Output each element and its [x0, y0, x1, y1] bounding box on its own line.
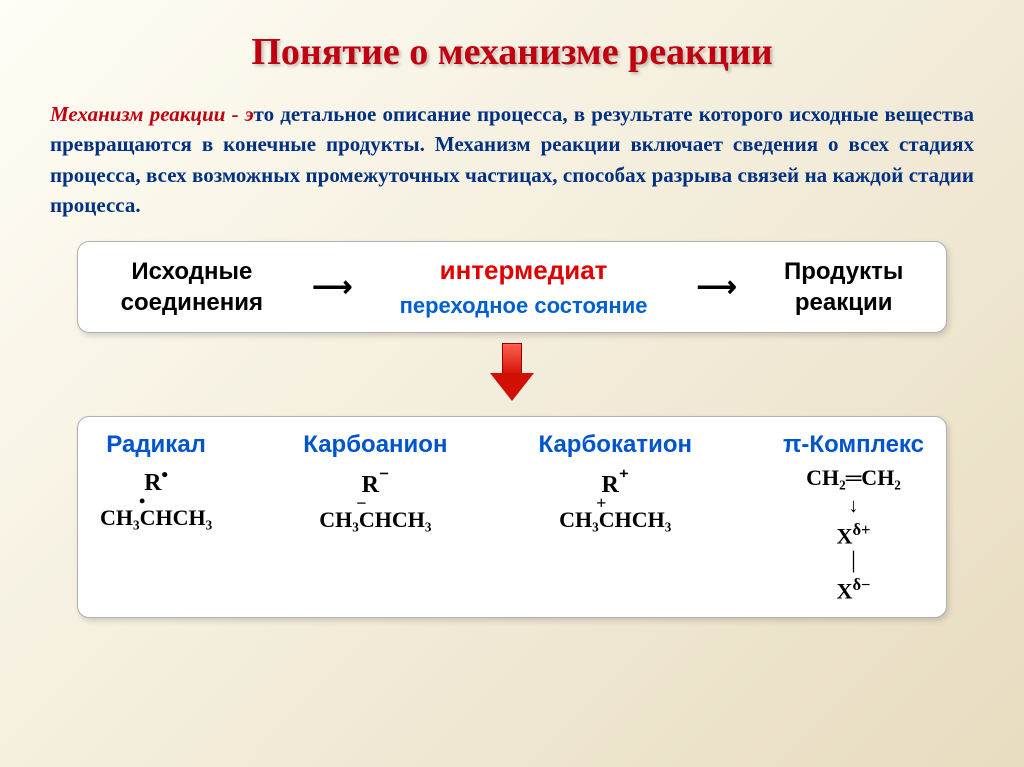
scheme1-right-top: Продукты [784, 256, 903, 287]
pi-line1: CH₂═CH₂ [783, 465, 924, 491]
term-name: Механизм реакции [50, 102, 225, 126]
species-pi-complex: π-Комплекс CH₂═CH₂ ↓ Xδ+ │ Xδ− [783, 431, 924, 606]
scheme1-left-bottom: соединения [121, 287, 263, 318]
scheme1-center: интермедиат переходное состояние [400, 254, 648, 320]
big-red-arrow-wrap [50, 343, 974, 408]
species-radical: Радикал R• • CH₃CHCH₃ [100, 431, 212, 606]
scheme1-arrow2: ⟶ [697, 270, 735, 303]
species-name: Радикал [100, 431, 212, 459]
scheme1-left: Исходные соединения [121, 256, 263, 318]
pi-arrow-icon: ↓ [783, 494, 924, 518]
scheme1-arrow1: ⟶ [312, 270, 350, 303]
pi-complex-formula: CH₂═CH₂ ↓ Xδ+ │ Xδ− [783, 465, 924, 604]
scheme-box-1: Исходные соединения ⟶ интермедиат перехо… [77, 241, 947, 333]
species-formula: + CH₃CHCH₃ [539, 507, 692, 533]
scheme1-right-bottom: реакции [784, 287, 903, 318]
pi-line3: Xδ− [783, 575, 924, 605]
species-carbanion: Карбоанион R⁻ − CH₃CHCH₃ [303, 431, 447, 606]
species-formula: • CH₃CHCH₃ [100, 505, 212, 531]
species-name: Карбоанион [303, 431, 447, 459]
species-name: π-Комплекс [783, 431, 924, 459]
scheme1-right: Продукты реакции [784, 256, 903, 318]
species-name: Карбокатион [539, 431, 692, 459]
intermediate-label: интермедиат [400, 254, 648, 288]
big-red-arrow-icon [490, 343, 534, 403]
scheme1-left-top: Исходные [121, 256, 263, 287]
pi-line2: Xδ+ [783, 520, 924, 550]
pi-bar: │ [783, 551, 924, 573]
page-title: Понятие о механизме реакции [50, 30, 974, 74]
species-formula: − CH₃CHCH₃ [303, 507, 447, 533]
transition-label: переходное состояние [400, 292, 648, 321]
definition-paragraph: Механизм реакции - это детальное описани… [50, 99, 974, 221]
scheme-box-2: Радикал R• • CH₃CHCH₃ Карбоанион R⁻ − CH… [77, 416, 947, 617]
term-suffix: - э [225, 102, 253, 126]
species-carbocation: Карбокатион R⁺ + CH₃CHCH₃ [539, 431, 692, 606]
